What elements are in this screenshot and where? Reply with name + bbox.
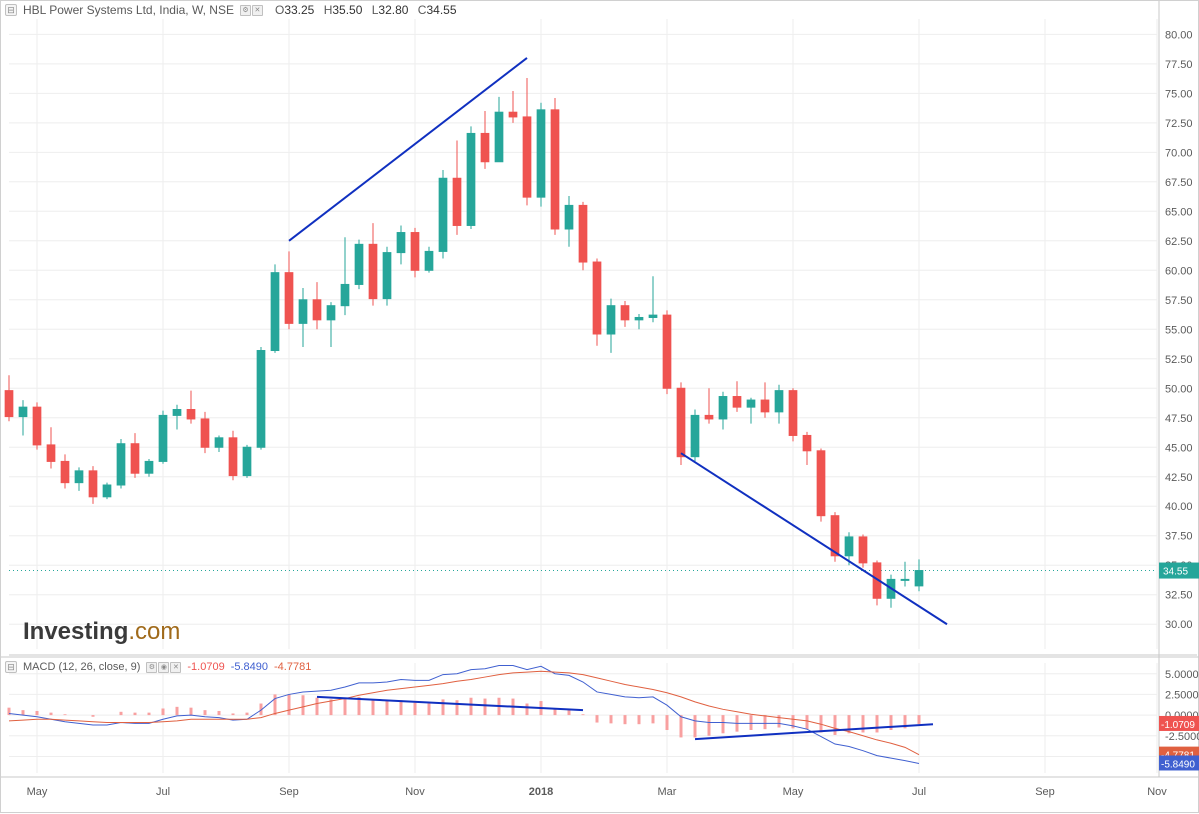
svg-text:70.00: 70.00 bbox=[1165, 147, 1193, 159]
symbol-title: HBL Power Systems Ltd, India, W, NSE bbox=[23, 3, 234, 17]
chart-header: ⊟ HBL Power Systems Ltd, India, W, NSE ⚙… bbox=[5, 3, 457, 17]
svg-text:65.00: 65.00 bbox=[1165, 206, 1193, 218]
svg-text:2018: 2018 bbox=[529, 786, 553, 798]
chart-svg[interactable]: 30.0032.5035.0037.5040.0042.5045.0047.50… bbox=[1, 1, 1199, 814]
svg-text:-5.8490: -5.8490 bbox=[1161, 759, 1195, 770]
macd-line-value: -5.8490 bbox=[231, 661, 268, 673]
svg-text:30.00: 30.00 bbox=[1165, 619, 1193, 631]
watermark-suffix: .com bbox=[128, 618, 180, 645]
svg-text:40.00: 40.00 bbox=[1165, 501, 1193, 513]
ohlc-high: 35.50 bbox=[332, 3, 362, 17]
svg-text:Sep: Sep bbox=[279, 786, 299, 798]
svg-text:2.5000: 2.5000 bbox=[1165, 689, 1199, 701]
svg-text:47.50: 47.50 bbox=[1165, 413, 1193, 425]
svg-text:5.0000: 5.0000 bbox=[1165, 669, 1199, 681]
macd-tool-icons[interactable]: ⚙ ◉ ✕ bbox=[146, 662, 181, 673]
ohlc-low: 32.80 bbox=[378, 3, 408, 17]
svg-text:42.50: 42.50 bbox=[1165, 472, 1193, 484]
macd-header: ⊟ MACD (12, 26, close, 9) ⚙ ◉ ✕ -1.0709 … bbox=[5, 661, 311, 673]
svg-text:50.00: 50.00 bbox=[1165, 383, 1193, 395]
svg-text:Jul: Jul bbox=[912, 786, 926, 798]
chart-tool-icons[interactable]: ⚙ ✕ bbox=[240, 5, 263, 16]
chart-root: ⊟ HBL Power Systems Ltd, India, W, NSE ⚙… bbox=[1, 1, 1198, 812]
ohlc-open: 33.25 bbox=[284, 3, 314, 17]
ohlc-close: 34.55 bbox=[426, 3, 456, 17]
svg-text:72.50: 72.50 bbox=[1165, 118, 1193, 130]
svg-text:62.50: 62.50 bbox=[1165, 236, 1193, 248]
ohlc-readout: O33.25 H35.50 L32.80 C34.55 bbox=[269, 3, 457, 17]
svg-text:55.00: 55.00 bbox=[1165, 324, 1193, 336]
svg-text:77.50: 77.50 bbox=[1165, 59, 1193, 71]
collapse-icon[interactable]: ⊟ bbox=[5, 4, 17, 16]
hide-icon[interactable]: ◉ bbox=[158, 662, 169, 673]
svg-text:52.50: 52.50 bbox=[1165, 354, 1193, 366]
svg-text:-2.5000: -2.5000 bbox=[1165, 731, 1199, 743]
svg-text:60.00: 60.00 bbox=[1165, 265, 1193, 277]
svg-text:37.50: 37.50 bbox=[1165, 531, 1193, 543]
settings-icon[interactable]: ⚙ bbox=[240, 5, 251, 16]
svg-text:57.50: 57.50 bbox=[1165, 295, 1193, 307]
svg-text:Nov: Nov bbox=[405, 786, 425, 798]
svg-text:May: May bbox=[783, 786, 804, 798]
close-icon[interactable]: ✕ bbox=[170, 662, 181, 673]
svg-text:80.00: 80.00 bbox=[1165, 29, 1193, 41]
svg-text:Nov: Nov bbox=[1147, 786, 1167, 798]
svg-text:May: May bbox=[27, 786, 48, 798]
svg-text:34.55: 34.55 bbox=[1163, 567, 1188, 578]
svg-text:Sep: Sep bbox=[1035, 786, 1055, 798]
svg-text:75.00: 75.00 bbox=[1165, 88, 1193, 100]
svg-text:Jul: Jul bbox=[156, 786, 170, 798]
macd-hist-value: -1.0709 bbox=[187, 661, 224, 673]
close-icon[interactable]: ✕ bbox=[252, 5, 263, 16]
collapse-icon[interactable]: ⊟ bbox=[5, 661, 17, 673]
svg-text:-1.0709: -1.0709 bbox=[1161, 720, 1195, 731]
svg-text:Mar: Mar bbox=[658, 786, 677, 798]
macd-signal-value: -4.7781 bbox=[274, 661, 311, 673]
svg-text:32.50: 32.50 bbox=[1165, 590, 1193, 602]
svg-text:67.50: 67.50 bbox=[1165, 177, 1193, 189]
svg-text:45.00: 45.00 bbox=[1165, 442, 1193, 454]
macd-title: MACD (12, 26, close, 9) bbox=[23, 661, 140, 673]
settings-icon[interactable]: ⚙ bbox=[146, 662, 157, 673]
watermark-logo: Investing.com bbox=[23, 618, 180, 646]
watermark-main: Investing bbox=[23, 618, 128, 645]
